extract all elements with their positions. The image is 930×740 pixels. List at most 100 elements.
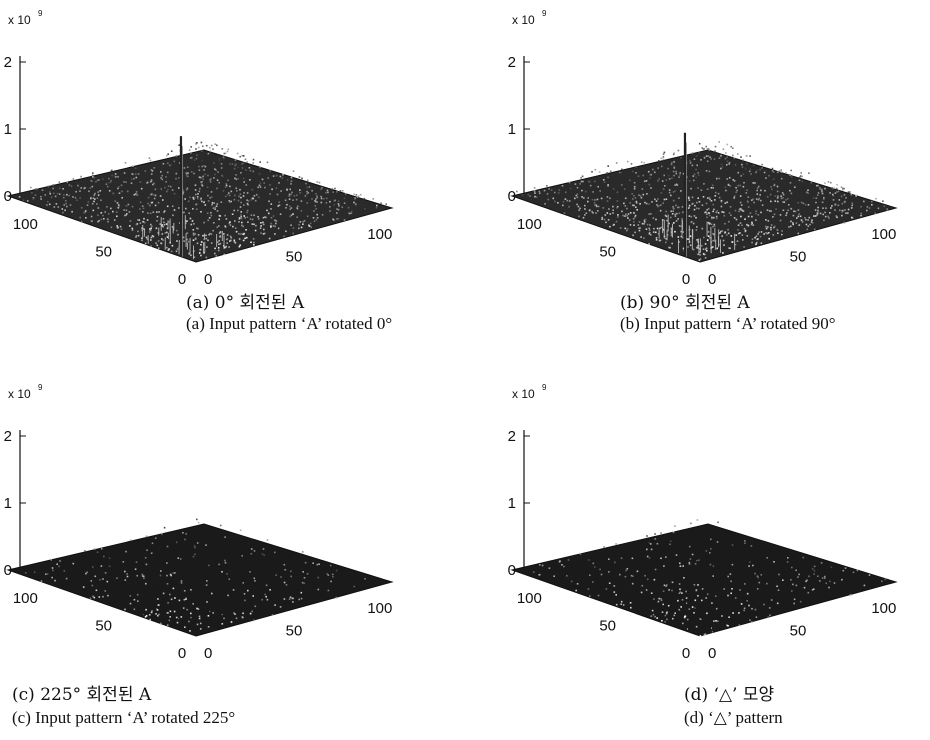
- surface-speckle: [755, 210, 757, 212]
- surface-speckle: [303, 582, 306, 585]
- surface-speckle: [141, 575, 144, 577]
- surface-speckle: [708, 214, 711, 217]
- surface-speckle: [269, 184, 271, 186]
- surface-speckle: [239, 155, 241, 158]
- surface-speckle: [755, 171, 757, 174]
- surface-speckle: [232, 225, 234, 228]
- surface-speckle: [107, 220, 109, 223]
- surface-speckle: [748, 170, 751, 173]
- surface-speckle: [612, 188, 615, 190]
- surface-speckle: [209, 150, 212, 153]
- surface-speckle: [195, 237, 197, 240]
- surface-speckle: [616, 191, 619, 194]
- surface-speckle: [597, 205, 600, 208]
- surface-speckle: [714, 195, 717, 197]
- surface-speckle: [206, 212, 209, 215]
- surface-speckle: [135, 176, 138, 179]
- surface-speckle: [740, 215, 742, 218]
- surface-speckle: [564, 198, 567, 200]
- surface-speckle: [139, 181, 142, 183]
- surface-speckle: [356, 196, 359, 198]
- surface-speckle: [696, 239, 698, 241]
- surface-speckle: [56, 563, 58, 565]
- surface-speckle: [737, 184, 739, 187]
- surface-speckle: [649, 174, 652, 176]
- surface-speckle: [203, 221, 205, 224]
- surface-speckle: [134, 568, 137, 570]
- surface-speckle: [710, 158, 712, 160]
- surface-speckle: [609, 213, 612, 215]
- surface-speckle: [714, 199, 716, 201]
- surface-speckle: [692, 202, 694, 205]
- surface-speckle: [653, 578, 656, 581]
- surface-speckle: [568, 200, 571, 202]
- surface-speckle: [721, 235, 723, 237]
- surface-speckle: [165, 181, 167, 183]
- surface-speckle: [268, 237, 271, 240]
- surface-speckle: [77, 184, 79, 187]
- surface-speckle: [169, 610, 172, 613]
- surface-speckle: [228, 246, 230, 248]
- surface-speckle: [640, 196, 643, 199]
- surface-speckle: [110, 226, 113, 229]
- surface-speckle: [133, 194, 136, 196]
- surface-speckle: [824, 187, 826, 190]
- surface-speckle: [262, 221, 264, 224]
- surface-speckle: [608, 582, 611, 584]
- surface-speckle: [651, 609, 654, 612]
- surface-speckle: [150, 227, 152, 230]
- surface-speckle: [717, 192, 720, 195]
- surface-speckle: [166, 545, 169, 548]
- surface-speckle: [119, 225, 122, 228]
- surface-speckle: [152, 211, 155, 213]
- surface-speckle: [643, 221, 646, 223]
- surface-speckle: [93, 596, 96, 599]
- surface-speckle: [296, 206, 298, 209]
- surface-speckle: [712, 210, 714, 213]
- surface-speckle: [151, 201, 154, 204]
- surface-speckle: [643, 223, 645, 225]
- surface-speckle: [603, 218, 606, 221]
- surface-speckle: [272, 175, 275, 177]
- surface-speckle: [674, 612, 676, 614]
- surface-speckle: [200, 141, 203, 144]
- surface-speckle: [615, 220, 618, 223]
- surface-speckle: [221, 174, 223, 177]
- surface-speckle: [91, 180, 93, 182]
- surface-speckle: [227, 594, 229, 597]
- surface-speckle: [58, 565, 60, 568]
- surface-speckle: [208, 564, 210, 567]
- surface-speckle: [207, 200, 210, 202]
- surface-speckle: [289, 215, 291, 218]
- surface-speckle: [320, 195, 322, 198]
- surface-speckle: [702, 253, 705, 255]
- surface-speckle: [798, 179, 801, 182]
- z-tick-label: 1: [4, 495, 12, 512]
- surface-speckle: [766, 557, 768, 559]
- surface-speckle: [711, 184, 714, 187]
- surface-speckle: [673, 167, 676, 169]
- surface-speckle: [150, 239, 152, 241]
- surface-speckle: [357, 195, 360, 197]
- surface-speckle: [290, 193, 292, 196]
- surface-speckle: [100, 218, 103, 221]
- surface-speckle: [332, 219, 335, 221]
- surface-speckle: [666, 219, 668, 222]
- surface-speckle: [185, 533, 187, 535]
- surface-speckle: [254, 199, 257, 202]
- surface-speckle: [278, 182, 280, 184]
- surface-speckle: [265, 584, 268, 587]
- surface-speckle: [169, 573, 172, 576]
- surface-speckle: [210, 233, 213, 235]
- surface-speckle: [697, 595, 699, 597]
- surface-speckle: [253, 214, 255, 217]
- surface-speckle: [732, 612, 734, 614]
- surface-speckle: [201, 200, 203, 203]
- surface-speckle: [295, 198, 298, 201]
- surface-speckle: [216, 241, 219, 243]
- surface-speckle: [827, 215, 829, 218]
- surface-speckle: [234, 159, 237, 161]
- surface-speckle: [812, 588, 815, 590]
- surface-speckle: [797, 202, 800, 204]
- surface-speckle: [728, 161, 731, 164]
